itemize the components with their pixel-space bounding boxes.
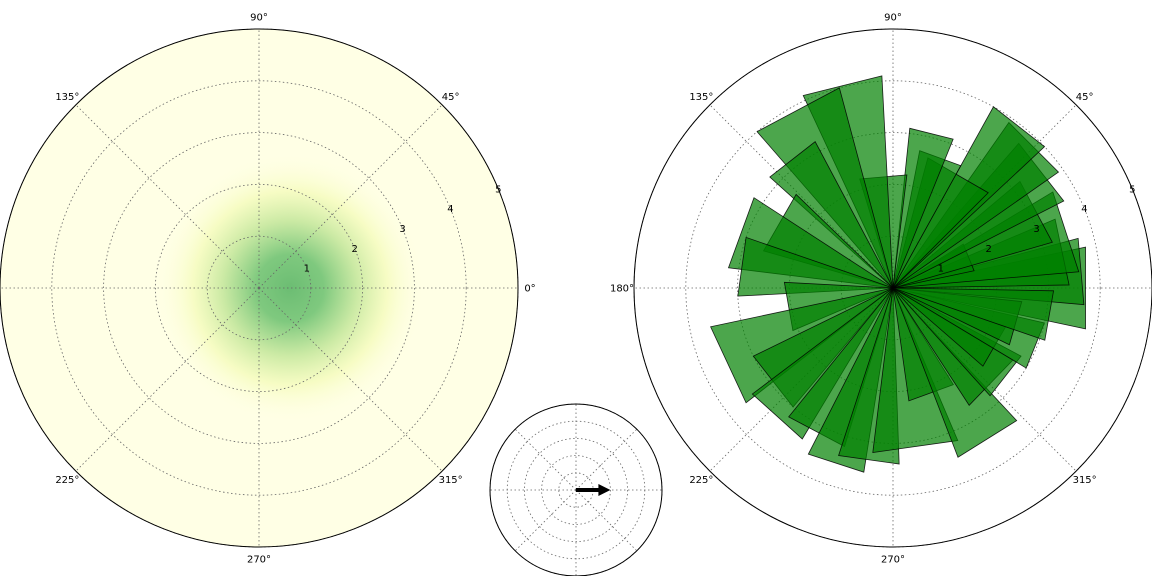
grid-spoke [75, 104, 260, 289]
heatmap-density-blob [155, 153, 426, 423]
bar-frame [633, 28, 1152, 548]
grid-ring [685, 80, 1101, 496]
theta-tick-label: 135° [55, 92, 79, 103]
grid-ring [524, 437, 629, 542]
grid-ring [103, 132, 415, 444]
grid-ring [154, 183, 363, 392]
theta-tick-label: 45° [442, 92, 460, 103]
theta-tick-label: 90° [884, 13, 902, 24]
r-tick-label: 3 [399, 224, 405, 235]
bar-series [710, 75, 1086, 473]
grid-ring [206, 235, 312, 341]
grid-spoke [75, 287, 260, 472]
r-tick-label: 1 [304, 264, 310, 275]
theta-tick-label: 270° [881, 555, 905, 566]
quiver-arrow [576, 484, 611, 496]
polar-bar [892, 287, 1055, 341]
polar-quiver-axes [489, 403, 663, 576]
heatmap-grid [0, 28, 519, 548]
r-tick-label: 5 [495, 184, 501, 195]
quiver-frame [489, 403, 663, 576]
theta-tick-label: 225° [55, 475, 79, 486]
r-tick-label: 5 [1129, 184, 1135, 195]
heatmap-frame [0, 28, 519, 548]
theta-tick-label: 270° [247, 555, 271, 566]
theta-tick-label: 315° [439, 475, 463, 486]
r-tick-label: 2 [352, 244, 358, 255]
theta-tick-label: 225° [689, 475, 713, 486]
r-tick-label: 3 [1033, 224, 1039, 235]
theta-tick-label: 135° [689, 92, 713, 103]
quiver-arrow-head [598, 484, 611, 496]
grid-ring [51, 80, 467, 496]
r-tick-label: 4 [1081, 204, 1087, 215]
r-tick-label: 2 [986, 244, 992, 255]
r-tick-label: 1 [938, 264, 944, 275]
grid-spoke [258, 104, 443, 289]
theta-tick-label: 315° [1073, 475, 1097, 486]
theta-tick-label: 90° [250, 13, 268, 24]
theta-tick-label: 45° [1076, 92, 1094, 103]
theta-tick-label: 180° [610, 284, 634, 295]
theta-tick-label: 0° [524, 284, 535, 295]
grid-spoke [258, 287, 443, 472]
r-tick-label: 4 [447, 204, 453, 215]
